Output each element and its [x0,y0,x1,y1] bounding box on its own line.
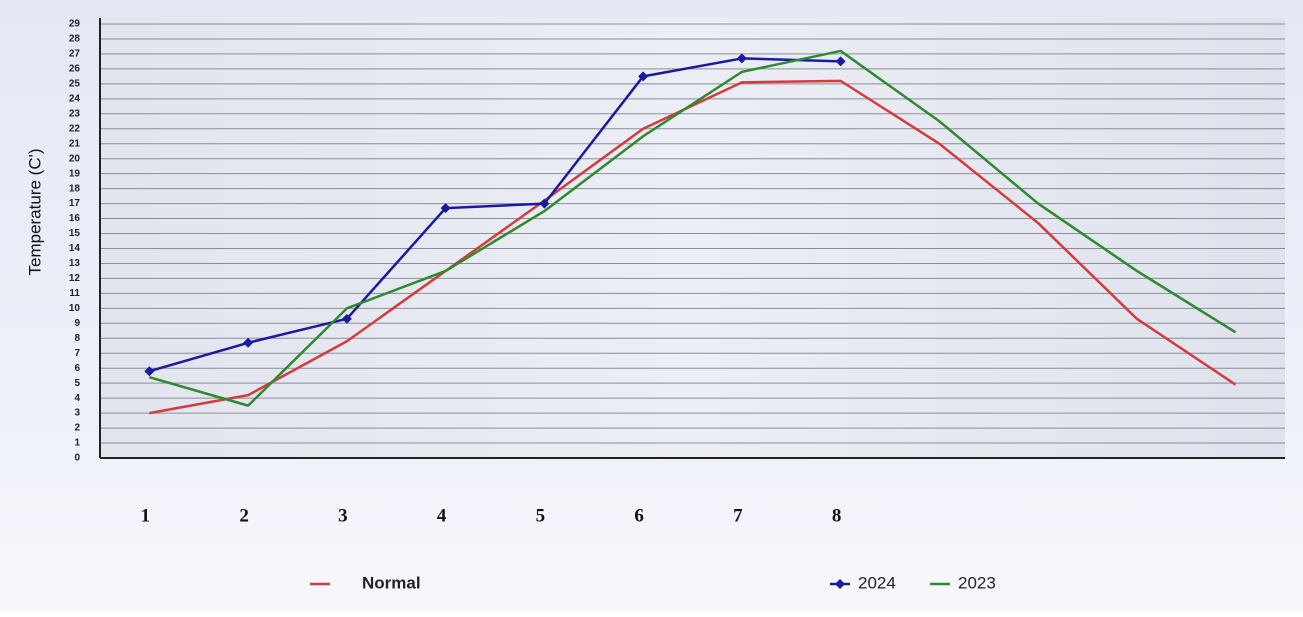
y-tick-label: 19 [69,168,81,179]
point-marker [539,198,550,209]
point-marker [341,313,352,324]
y-tick-label: 18 [69,183,81,194]
x-tick-label: 5 [536,505,546,526]
x-tick-label: 4 [437,505,447,526]
x-tick-label: 6 [634,505,644,526]
y-tick-label: 14 [69,243,81,254]
y-tick-label: 12 [69,273,81,284]
y-tick-label: 20 [69,153,81,164]
legend-label: 2023 [958,573,996,592]
y-tick-label: 8 [74,333,80,344]
x-tick-label: 7 [733,505,743,526]
y-tick-label: 22 [69,123,81,134]
y-tick-label: 24 [69,93,81,104]
series-line [149,49,1237,407]
point-marker [144,366,155,377]
y-tick-label: 6 [74,363,80,374]
y-tick-label: 29 [69,19,81,30]
point-marker [835,56,846,67]
y-axis-label: Temperature (C') [25,148,44,275]
y-tick-label: 3 [74,408,80,419]
y-tick-label: 11 [69,288,80,299]
legend-label: 2024 [858,573,896,592]
y-tick-label: 10 [69,303,81,314]
y-tick-label: 7 [74,348,80,359]
y-tick-label: 26 [69,64,81,75]
x-tick-label: 3 [338,505,348,526]
y-tick-label: 1 [74,438,80,449]
y-tick-label: 25 [69,79,81,90]
y-tick-label: 15 [69,228,81,239]
point-marker [638,71,649,82]
point-marker [243,337,254,348]
y-tick-label: 27 [69,49,81,60]
y-tick-label: 9 [74,318,80,329]
y-tick-label: 13 [69,258,81,269]
y-tick-label: 2 [74,423,80,434]
y-tick-label: 23 [69,108,81,119]
y-tick-label: 21 [69,138,81,149]
y-tick-label: 17 [69,198,81,209]
y-tick-label: 28 [69,34,81,45]
point-marker [440,203,451,214]
y-tick-label: 16 [69,213,81,224]
x-tick-label: 8 [832,505,842,526]
series-line [149,79,1237,415]
series-line [149,57,841,373]
y-tick-label: 0 [74,453,80,464]
y-tick-label: 5 [74,378,80,389]
legend-label: Normal [362,573,421,592]
x-tick-label: 2 [239,505,249,526]
x-tick-label: 1 [141,505,151,526]
legend-marker [835,579,845,589]
y-tick-label: 4 [74,393,80,404]
point-marker [736,53,747,64]
